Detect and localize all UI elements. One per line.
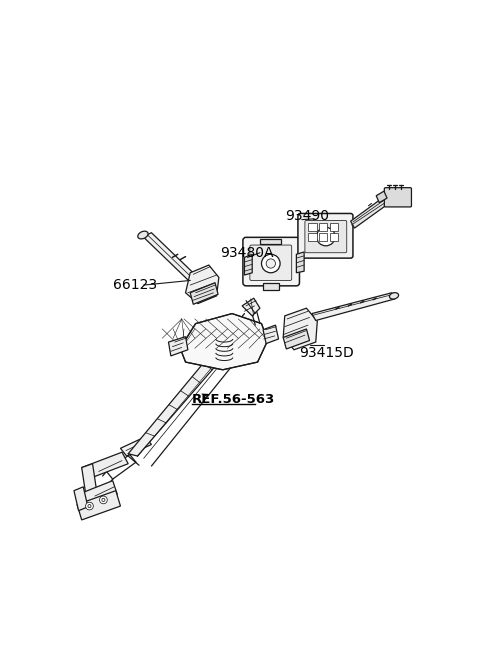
Bar <box>319 224 327 231</box>
Bar <box>330 224 338 231</box>
Polygon shape <box>82 452 128 479</box>
Polygon shape <box>168 337 188 356</box>
Ellipse shape <box>138 231 148 239</box>
Circle shape <box>88 504 91 508</box>
Polygon shape <box>283 308 317 350</box>
Circle shape <box>85 502 93 510</box>
FancyBboxPatch shape <box>243 237 300 286</box>
Polygon shape <box>260 239 281 244</box>
Polygon shape <box>242 298 260 316</box>
Polygon shape <box>263 325 278 344</box>
Polygon shape <box>263 283 278 291</box>
FancyBboxPatch shape <box>384 188 411 207</box>
Circle shape <box>262 255 280 273</box>
Polygon shape <box>143 233 198 285</box>
Bar <box>319 234 327 241</box>
Ellipse shape <box>389 293 398 299</box>
Polygon shape <box>283 329 310 349</box>
Polygon shape <box>376 191 387 203</box>
Polygon shape <box>296 252 304 273</box>
Polygon shape <box>312 293 395 321</box>
Polygon shape <box>82 464 97 499</box>
FancyBboxPatch shape <box>298 213 353 258</box>
FancyBboxPatch shape <box>250 245 292 281</box>
Polygon shape <box>128 314 250 456</box>
Circle shape <box>316 228 335 246</box>
Polygon shape <box>77 491 120 520</box>
Circle shape <box>266 259 276 268</box>
Text: 93490: 93490 <box>285 209 329 223</box>
Polygon shape <box>190 283 218 304</box>
Polygon shape <box>186 265 219 304</box>
Polygon shape <box>120 437 152 456</box>
Bar <box>308 224 316 231</box>
Text: 93480A: 93480A <box>220 246 274 260</box>
Text: REF.56-563: REF.56-563 <box>192 392 275 405</box>
Polygon shape <box>74 487 88 510</box>
Polygon shape <box>180 314 268 370</box>
Circle shape <box>99 496 107 504</box>
Bar <box>308 234 316 241</box>
Text: 93415D: 93415D <box>299 346 353 360</box>
Polygon shape <box>82 481 117 507</box>
Polygon shape <box>350 195 391 228</box>
FancyBboxPatch shape <box>305 220 347 253</box>
Text: 66123: 66123 <box>113 278 157 292</box>
Bar <box>330 234 338 241</box>
Polygon shape <box>244 255 252 275</box>
Circle shape <box>102 499 105 501</box>
